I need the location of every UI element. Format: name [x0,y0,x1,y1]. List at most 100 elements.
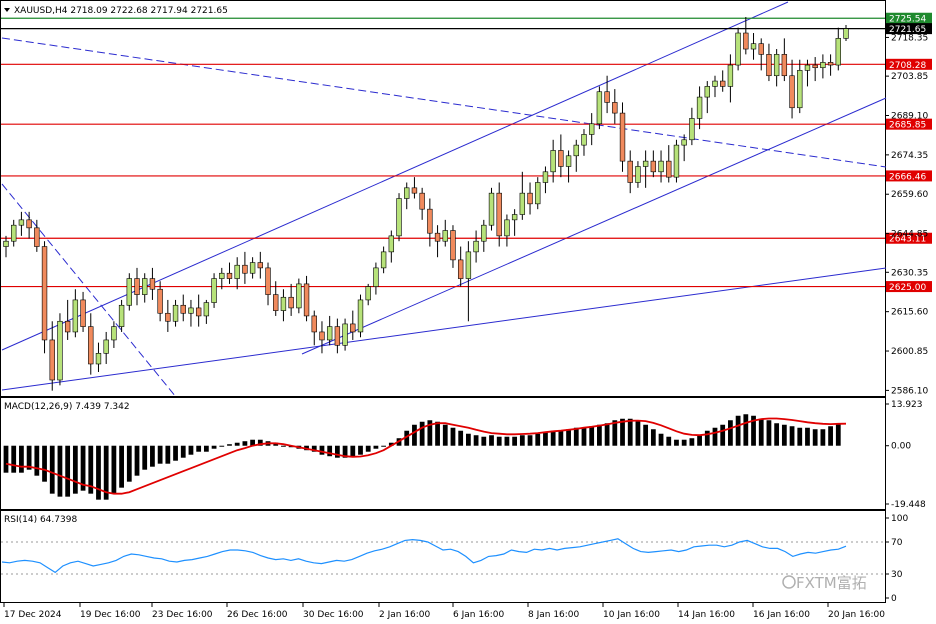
macd-signal-line [5,417,847,495]
level-tag: 2666.46 [886,170,932,182]
macd-histogram-bar [781,424,787,446]
macd-histogram-bar [96,445,101,500]
macd-histogram-bar [797,427,803,446]
triangle-down-icon[interactable] [4,8,10,12]
level-tag: 2643.11 [886,232,932,245]
macd-histogram-bar [720,424,726,446]
macd-tick-label: -19.448 [891,500,926,510]
candle-body-up [142,278,148,295]
candle [373,262,379,295]
macd-histogram-bar [126,445,132,482]
candle-body-down [180,304,186,314]
price-tick-label: 2600.85 [891,347,928,357]
macd-histogram-bar [311,445,317,452]
price-tick-label: 2703.85 [891,72,928,82]
candle-body-up [342,323,348,346]
candle [18,211,25,236]
candle [704,81,710,114]
candle [689,107,695,146]
level-tag: 2721.65 [886,23,932,35]
macd-histogram-bar [142,445,148,470]
candle-body-down [766,54,772,77]
candle [527,182,533,215]
macd-histogram-bar [242,441,248,446]
candle-body-up [11,224,17,242]
candle-body-down [650,160,657,173]
candle [481,219,487,252]
macd-histogram-bar [835,423,841,446]
macd-histogram-bar [681,439,687,446]
candle-body-up [188,307,194,314]
macd-histogram-bar [111,445,117,494]
candle-body-down [288,296,294,309]
candle-body-down [41,246,48,341]
trend-lines[interactable] [1,1,887,398]
candle-body-down [827,62,834,66]
candle-body-up [635,166,641,183]
time-tick-label: 6 Jan 16:00 [453,610,505,620]
candle-body-down [434,232,441,242]
macd-histogram-bar [42,445,47,482]
candle [820,54,826,79]
level-tag-box [886,23,932,35]
macd-histogram-bar [234,442,240,446]
candle [635,161,641,188]
macd-histogram-bar [774,423,780,446]
candle-body-up [673,144,680,178]
candle-body-up [735,32,741,66]
candle [288,283,294,316]
macd-histogram-bar [34,445,40,476]
candle [211,273,217,308]
candle-body-down [34,227,40,247]
macd-histogram-bar [203,445,209,452]
rsi-title: RSI(14) 64.7398 [4,515,77,525]
candle [573,139,579,172]
macd-histogram-bar [165,445,171,464]
candle [619,102,626,172]
chart-title: XAUUSD,H4 2718.09 2722.68 2717.94 2721.6… [14,6,228,16]
candle [766,43,772,82]
candle-body-up [835,38,841,66]
candle-body-down [812,64,818,69]
candle [666,145,672,183]
candle [142,273,148,303]
macd-histogram-bar [805,427,810,446]
macd-histogram-bar [812,429,818,446]
candle [773,49,780,87]
candle [781,38,788,82]
candle-body-down [311,315,317,333]
candle [804,59,811,87]
candle [542,166,549,194]
macd-histogram-bar [334,445,340,458]
candle-body-up [658,160,664,173]
macd-histogram-bar [828,426,833,446]
candle-body-down [450,230,456,261]
macd-histogram-bar [80,445,86,491]
macd-histogram-bar [743,414,749,446]
macd-indicator: 13.923 0.00 -19.448 [3,400,926,510]
candle-body-up [681,139,687,146]
candle [434,225,441,258]
candle [257,251,264,279]
watermark-logo-icon [782,575,796,589]
macd-histogram-bar [404,430,410,446]
candle [550,139,556,183]
candle [26,211,32,239]
candle-body-down [627,160,633,183]
candle-body-up [373,267,379,287]
candle-body-up [234,264,240,279]
candle-body-up [596,91,603,125]
candle-body-down [64,320,71,333]
candle-body-up [126,278,132,306]
candle-body-down [242,264,248,274]
candle [203,299,210,324]
candle-body-up [696,96,703,119]
candle-body-down [157,288,163,314]
macd-histogram-bar [751,415,756,446]
price-tick-label: 2630.35 [891,268,928,278]
candle [411,177,418,199]
macd-histogram-bar [581,427,587,446]
candle-body-down [165,312,171,322]
rsi-indicator: 100 70 30 0 [1,514,908,604]
